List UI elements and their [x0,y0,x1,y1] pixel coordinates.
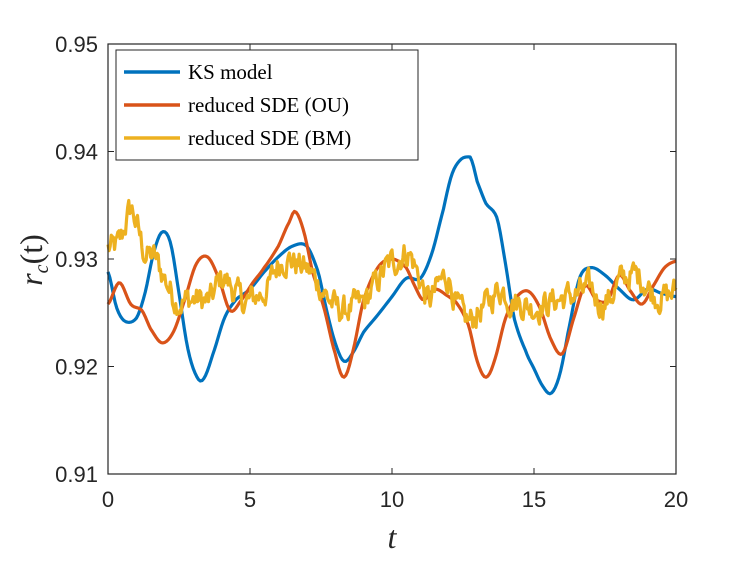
y-tick-label: 0.93 [55,247,98,272]
x-tick-label: 5 [244,487,256,512]
x-tick-label: 0 [102,487,114,512]
y-axis-label-sub: c [31,264,53,273]
x-axis-label: t [388,519,398,555]
legend: KS model reduced SDE (OU) reduced SDE (B… [115,49,419,161]
legend-label-ks-model: KS model [188,60,273,84]
legend-label-reduced-sde-bm: reduced SDE (BM) [188,126,351,150]
y-tick-label: 0.92 [55,355,98,380]
y-tick-label: 0.91 [55,462,98,487]
x-tick-label: 20 [664,487,688,512]
ticks-layer [107,43,677,475]
y-axis-label-arg: (t) [13,234,49,264]
x-tick-label: 15 [522,487,546,512]
series-line-ks-model [106,155,677,396]
y-axis-label-main: r [13,273,49,286]
y-tick-label: 0.95 [55,32,98,57]
x-tick-label: 10 [380,487,404,512]
y-axis-label: rc(t) [13,234,53,286]
series-line-reduced-sde-bm [106,198,678,330]
y-tick-labels: 0.91 0.92 0.93 0.94 0.95 [55,32,98,487]
legend-box [115,49,419,161]
legend-label-reduced-sde-ou: reduced SDE (OU) [188,93,349,117]
y-tick-label: 0.94 [55,140,98,165]
series-layer [106,155,678,396]
x-tick-labels: 0 5 10 15 20 [102,487,688,512]
